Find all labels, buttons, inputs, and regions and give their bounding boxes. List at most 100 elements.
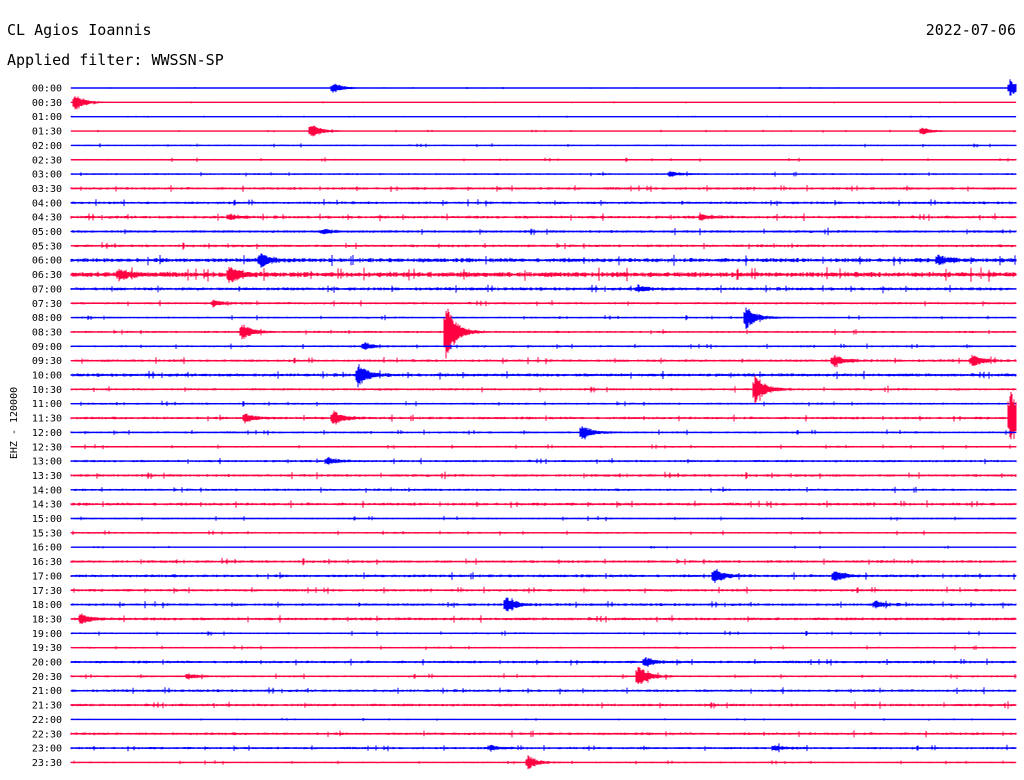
row-time-label: 23:30 bbox=[32, 758, 62, 769]
trace-row-2000 bbox=[70, 657, 1017, 667]
channel-axis-label: EHZ - 120000 bbox=[9, 387, 20, 459]
trace-row-0800 bbox=[70, 307, 1017, 329]
row-time-label: 17:00 bbox=[32, 571, 62, 582]
row-time-label: 20:00 bbox=[32, 658, 62, 669]
row-time-label: 07:00 bbox=[32, 284, 62, 295]
trace-row-0930 bbox=[70, 354, 1017, 368]
trace-row-0230 bbox=[70, 157, 1017, 163]
trace-row-1300 bbox=[70, 457, 1017, 465]
trace-row-0130 bbox=[70, 125, 1017, 137]
row-time-label: 11:00 bbox=[32, 399, 62, 410]
trace-row-0400 bbox=[70, 199, 1017, 207]
row-time-label: 16:30 bbox=[32, 557, 62, 568]
row-time-label: 23:00 bbox=[32, 744, 62, 755]
row-labels: 00:00 00:30 01:00 01:30 02:00 02:30 03:00 03:30… bbox=[32, 84, 62, 769]
trace-row-0330 bbox=[70, 185, 1017, 192]
trace-row-0630 bbox=[70, 267, 1017, 283]
row-time-label: 10:00 bbox=[32, 371, 62, 382]
trace-row-1400 bbox=[70, 486, 1017, 494]
row-time-label: 13:00 bbox=[32, 457, 62, 468]
trace-row-1000 bbox=[70, 364, 1017, 388]
row-time-label: 15:30 bbox=[32, 528, 62, 539]
row-time-label: 08:30 bbox=[32, 327, 62, 338]
trace-row-0430 bbox=[70, 212, 1017, 222]
trace-row-1930 bbox=[70, 645, 1017, 651]
filter-label: Applied filter: WWSSN-SP bbox=[7, 51, 224, 69]
trace-row-1200 bbox=[70, 426, 1017, 440]
trace-row-0030 bbox=[70, 96, 1017, 110]
trace-row-2300 bbox=[70, 743, 1017, 753]
row-time-label: 19:00 bbox=[32, 629, 62, 640]
trace-row-1030 bbox=[70, 375, 1017, 405]
trace-row-1230 bbox=[70, 444, 1017, 450]
row-time-label: 02:00 bbox=[32, 141, 62, 152]
trace-row-2200 bbox=[70, 717, 1017, 721]
trace-row-1700 bbox=[70, 568, 1017, 583]
trace-row-1800 bbox=[70, 597, 1017, 612]
row-time-label: 06:30 bbox=[32, 270, 62, 281]
trace-row-0300 bbox=[70, 171, 1017, 177]
row-time-label: 04:30 bbox=[32, 213, 62, 224]
trace-row-1830 bbox=[70, 613, 1017, 625]
trace-row-1730 bbox=[70, 586, 1017, 594]
row-time-label: 02:30 bbox=[32, 155, 62, 166]
trace-row-0100 bbox=[70, 115, 1017, 118]
row-time-label: 20:30 bbox=[32, 672, 62, 683]
row-time-label: 11:30 bbox=[32, 414, 62, 425]
row-time-label: 14:30 bbox=[32, 500, 62, 511]
trace-row-1630 bbox=[70, 557, 1017, 566]
row-time-label: 00:00 bbox=[32, 84, 62, 95]
trace-row-1530 bbox=[70, 530, 1017, 536]
row-time-label: 03:30 bbox=[32, 184, 62, 195]
row-time-label: 00:30 bbox=[32, 98, 62, 109]
trace-row-0700 bbox=[70, 284, 1017, 294]
trace-row-1130 bbox=[70, 391, 1017, 440]
trace-row-0000 bbox=[70, 79, 1017, 96]
row-time-label: 21:30 bbox=[32, 701, 62, 712]
trace-row-0600 bbox=[70, 253, 1017, 268]
trace-row-0200 bbox=[70, 143, 1017, 148]
row-time-label: 21:00 bbox=[32, 686, 62, 697]
traces bbox=[70, 79, 1017, 770]
trace-row-1500 bbox=[70, 515, 1017, 522]
row-time-label: 22:30 bbox=[32, 729, 62, 740]
trace-row-0530 bbox=[70, 242, 1017, 250]
row-time-label: 12:00 bbox=[32, 428, 62, 439]
trace-row-1600 bbox=[70, 545, 1017, 549]
trace-row-1430 bbox=[70, 500, 1017, 508]
row-time-label: 10:30 bbox=[32, 385, 62, 396]
trace-row-1330 bbox=[70, 471, 1017, 480]
trace-row-2030 bbox=[70, 667, 1017, 684]
row-time-label: 01:00 bbox=[32, 112, 62, 123]
row-time-label: 18:00 bbox=[32, 600, 62, 611]
trace-row-0730 bbox=[70, 299, 1017, 308]
row-time-label: 03:00 bbox=[32, 170, 62, 181]
trace-row-2100 bbox=[70, 687, 1017, 695]
trace-row-2330 bbox=[70, 755, 1017, 770]
row-time-label: 04:00 bbox=[32, 198, 62, 209]
row-time-label: 12:30 bbox=[32, 442, 62, 453]
row-time-label: 08:00 bbox=[32, 313, 62, 324]
trace-row-1100 bbox=[70, 400, 1017, 407]
row-time-label: 06:00 bbox=[32, 256, 62, 267]
trace-row-2230 bbox=[70, 730, 1017, 738]
row-time-label: 22:00 bbox=[32, 715, 62, 726]
trace-row-2130 bbox=[70, 701, 1017, 709]
row-time-label: 19:30 bbox=[32, 643, 62, 654]
row-time-label: 14:00 bbox=[32, 485, 62, 496]
row-time-label: 05:30 bbox=[32, 241, 62, 252]
row-time-label: 15:00 bbox=[32, 514, 62, 525]
row-time-label: 09:00 bbox=[32, 342, 62, 353]
station-title: CL Agios Ioannis bbox=[7, 21, 152, 39]
trace-row-0500 bbox=[70, 227, 1017, 236]
trace-row-1900 bbox=[70, 630, 1017, 636]
row-time-label: 05:00 bbox=[32, 227, 62, 238]
trace-row-0830 bbox=[70, 308, 1017, 359]
row-time-label: 18:30 bbox=[32, 614, 62, 625]
row-time-label: 09:30 bbox=[32, 356, 62, 367]
row-time-label: 17:30 bbox=[32, 586, 62, 597]
trace-row-0900 bbox=[70, 342, 1017, 350]
row-time-label: 13:30 bbox=[32, 471, 62, 482]
row-time-label: 07:30 bbox=[32, 299, 62, 310]
